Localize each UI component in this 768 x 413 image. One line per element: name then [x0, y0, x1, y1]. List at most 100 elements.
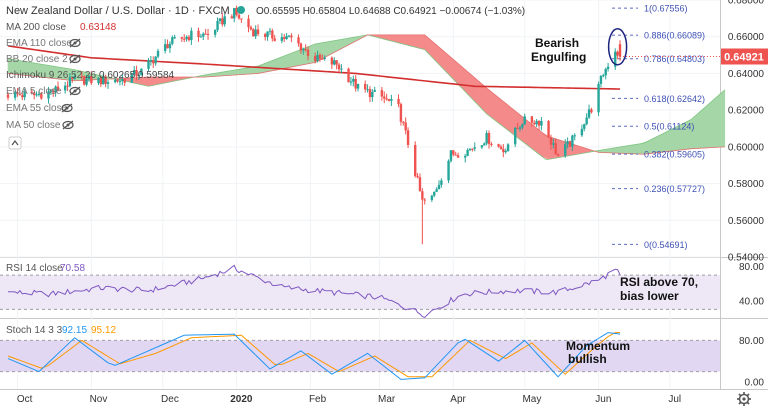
candle-body [47, 91, 50, 99]
stoch-k-line [7, 332, 621, 380]
candle-body [152, 60, 155, 64]
time-tick-label: Dec [161, 394, 179, 405]
candle-body [516, 127, 519, 129]
candle-body [514, 127, 517, 145]
candle-body [537, 120, 541, 126]
candle-body [356, 83, 360, 89]
candle-body [299, 43, 303, 51]
cloud-segment [703, 106, 707, 149]
legend-ema55-label[interactable]: EMA 55 close [6, 103, 68, 114]
candle-body [437, 184, 441, 190]
candle-body [199, 36, 203, 38]
candle-body [285, 36, 288, 39]
candle-body [166, 44, 169, 49]
cloud-segment [238, 68, 242, 76]
legend-ma50-label[interactable]: MA 50 close [6, 120, 61, 131]
time-tick-label: Nov [90, 394, 108, 405]
fib-label: 0.618(0.62642) [644, 94, 705, 104]
candle-body [163, 44, 167, 51]
eye-off-icon[interactable] [69, 54, 81, 64]
gear-icon[interactable] [737, 392, 751, 406]
candle-body [571, 135, 574, 147]
candle-body [490, 143, 493, 145]
price-tick-label: 0.58000 [728, 179, 765, 190]
candle-body [49, 90, 53, 92]
candle-body [187, 36, 191, 41]
fib-label: 0.786(0.64803) [644, 54, 705, 64]
candle-body [604, 68, 607, 76]
eye-off-icon[interactable] [69, 86, 81, 96]
candle-body [137, 75, 141, 77]
candle-body [304, 49, 307, 51]
candle-body [130, 74, 134, 83]
candle-body [40, 93, 43, 99]
candle-body [271, 30, 274, 39]
candle-body [530, 116, 534, 123]
candle-body [171, 37, 174, 44]
cloud-segment [269, 60, 273, 72]
stoch-label[interactable]: Stoch 14 3 3 [6, 325, 63, 336]
fibonacci-levels: 1(0.67556) 0.886(0.66089) 0.786(0.64803) 0.… [612, 4, 705, 250]
candle-body [523, 116, 526, 125]
time-tick-label: Apr [450, 394, 466, 405]
candle-body [564, 144, 567, 156]
bearish-engulfing-highlight [607, 28, 628, 66]
fib-label: 0(0.54691) [644, 240, 688, 250]
candle-body [37, 93, 41, 95]
candle-body [306, 49, 310, 56]
stoch-tick-label: 80.00 [739, 336, 764, 347]
grid [0, 0, 720, 389]
price-tick-label: 0.64000 [728, 69, 765, 80]
candle-body [466, 150, 469, 156]
candle-body [313, 55, 317, 62]
eye-off-icon[interactable] [61, 103, 73, 113]
time-tick-label: Jun [595, 394, 611, 405]
cloud-segment [483, 85, 487, 115]
candle-body [63, 85, 67, 91]
candle-body [316, 54, 319, 62]
candle-body [440, 180, 443, 185]
candle-body [566, 141, 569, 145]
rsi-label[interactable]: RSI 14 close [6, 263, 63, 274]
candle-body [547, 120, 550, 138]
collapse-legend-icon[interactable] [8, 136, 22, 150]
candle-body [363, 83, 367, 90]
cloud-segment [481, 83, 485, 113]
eye-off-icon[interactable] [69, 38, 81, 48]
legend-ichimoku-label[interactable]: Ichimoku 9 26 52 26 [6, 70, 96, 81]
candle-body [118, 80, 122, 82]
candle-body [506, 144, 510, 151]
candle-body [56, 86, 60, 91]
cloud-segment [281, 55, 285, 70]
cloud-segment [450, 56, 454, 80]
candle-body [340, 68, 343, 70]
candle-body [383, 96, 386, 99]
candle-body [83, 76, 86, 85]
eye-off-icon[interactable] [62, 120, 74, 130]
legend-ema110-label[interactable]: EMA 110 close [6, 38, 72, 49]
legend-bb-label[interactable]: BB 20 close 2 [6, 54, 68, 65]
cloud-segment [700, 108, 704, 149]
candle-body [518, 127, 522, 129]
candle-body [402, 121, 405, 123]
fib-label: 0.886(0.66089) [644, 31, 705, 41]
cloud-segment [453, 58, 456, 83]
cloud-segment [448, 54, 452, 78]
candle-body [380, 90, 384, 97]
candle-body [487, 133, 491, 144]
legend-ema5-label[interactable]: EMA 5 close [6, 86, 62, 97]
candle-body [297, 37, 300, 44]
cloud-segment [488, 89, 492, 119]
cloud-segment [398, 34, 402, 44]
candle-body [183, 38, 186, 40]
symbol-title: New Zealand Dollar / U.S. Dollar · 1D · … [6, 5, 230, 17]
candle-body [473, 147, 476, 149]
candle-body [521, 124, 524, 128]
candle-body [97, 77, 100, 84]
candle-body [290, 35, 293, 38]
candle-body [90, 75, 93, 84]
cloud-segment [717, 93, 721, 148]
legend-ma200-label[interactable]: MA 200 close [6, 22, 66, 33]
last-price-tag: 0.64921 [721, 48, 768, 65]
candle-body [237, 14, 241, 19]
